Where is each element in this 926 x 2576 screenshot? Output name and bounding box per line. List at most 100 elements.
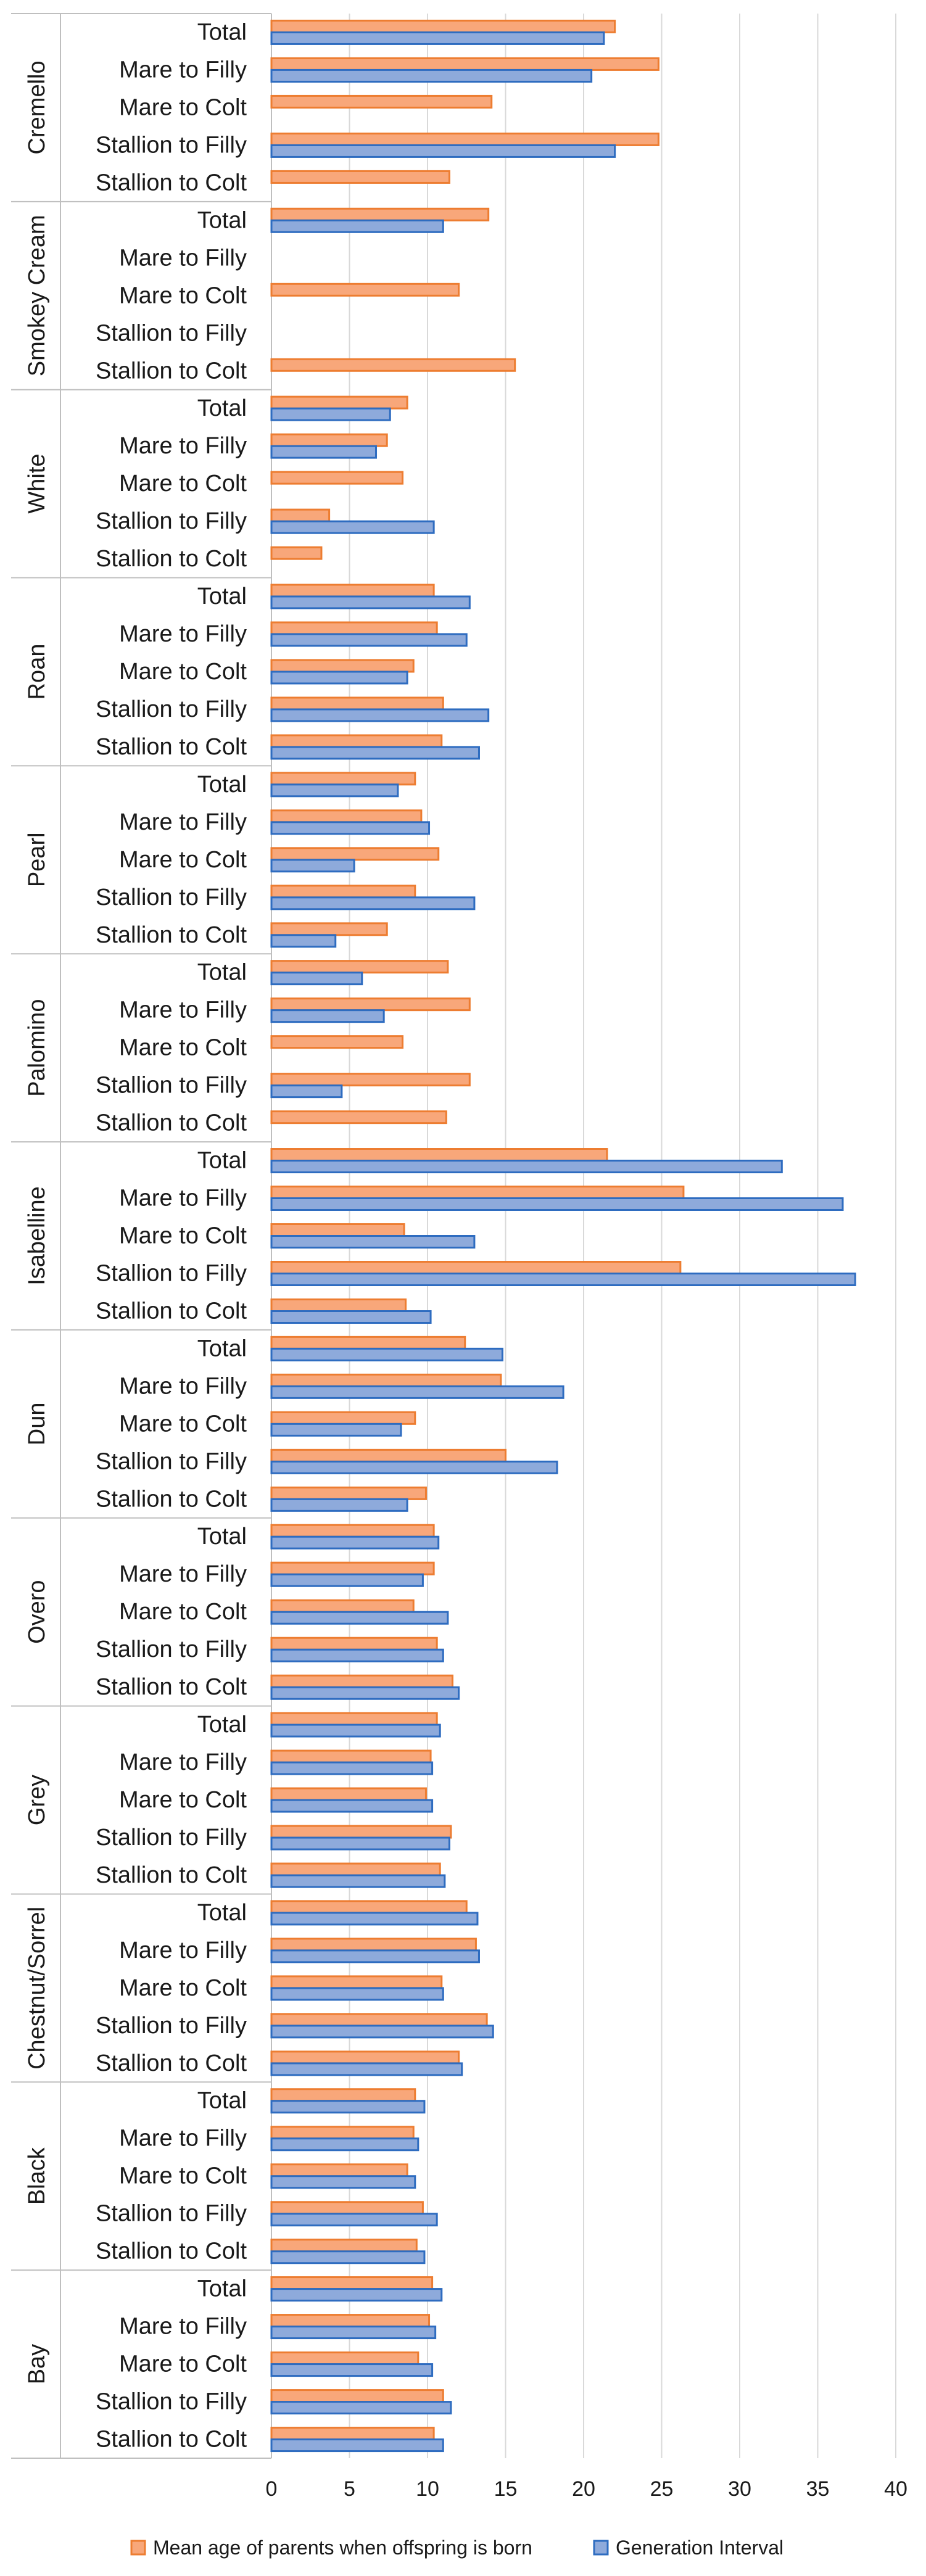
- bar-generation-interval: [270, 595, 471, 609]
- bar-mean-age: [270, 508, 331, 522]
- category-label: Stallion to Colt: [96, 170, 247, 196]
- category-label: Mare to Filly: [119, 1373, 247, 1399]
- category-label: Total: [197, 1900, 247, 1926]
- bar-mean-age: [270, 1712, 438, 1726]
- group-label: Chestnut/Sorrel: [24, 1907, 50, 2070]
- bar-mean-age: [270, 1486, 427, 1500]
- category-label: Stallion to Colt: [96, 546, 247, 572]
- bar-mean-age: [270, 2088, 416, 2102]
- group-label: Cremello: [24, 60, 50, 154]
- bar-mean-age: [270, 922, 388, 936]
- bar-mean-age: [270, 1411, 416, 1425]
- category-label: Mare to Colt: [119, 2351, 247, 2377]
- category-label: Mare to Filly: [119, 1186, 247, 1212]
- bar-generation-interval: [270, 2100, 426, 2114]
- category-label: Mare to Colt: [119, 1411, 247, 1437]
- category-label: Stallion to Filly: [96, 885, 247, 910]
- bar-generation-interval: [270, 1160, 783, 1173]
- category-label: Mare to Colt: [119, 1975, 247, 2001]
- category-label: Total: [197, 772, 247, 798]
- bar-generation-interval: [270, 1347, 503, 1361]
- category-label: Total: [197, 1712, 247, 1738]
- bar-mean-age: [270, 1862, 441, 1876]
- category-label: Mare to Colt: [119, 1035, 247, 1061]
- category-label: Mare to Filly: [119, 433, 247, 459]
- bar-generation-interval: [270, 1949, 480, 1963]
- x-tick-label: 40: [884, 2477, 907, 2501]
- x-tick-label: 5: [344, 2477, 355, 2501]
- bar-mean-age: [270, 847, 440, 861]
- bar-mean-age: [270, 584, 435, 598]
- category-label: Stallion to Filly: [96, 508, 247, 534]
- category-label: Stallion to Colt: [96, 1862, 247, 1888]
- category-label: Stallion to Filly: [96, 1261, 247, 1287]
- category-label: Total: [197, 207, 247, 233]
- x-tick-label: 0: [266, 2477, 278, 2501]
- bar-generation-interval: [270, 934, 337, 948]
- bar-generation-interval: [270, 1535, 440, 1550]
- category-label: Mare to Colt: [119, 283, 247, 308]
- category-label: Stallion to Filly: [96, 2389, 247, 2415]
- x-tick-label: 25: [650, 2477, 674, 2501]
- category-label: Total: [197, 584, 247, 609]
- bar-mean-age: [270, 1561, 435, 1575]
- bar-generation-interval: [270, 1197, 844, 1211]
- bar-generation-interval: [270, 633, 468, 647]
- bar-generation-interval: [270, 219, 444, 233]
- bar-mean-age: [270, 471, 404, 485]
- bar-mean-age: [270, 283, 460, 297]
- category-label: Stallion to Filly: [96, 2201, 247, 2227]
- bar-mean-age: [270, 2163, 408, 2178]
- bar-generation-interval: [270, 2025, 494, 2039]
- category-label: Mare to Filly: [119, 245, 247, 271]
- category-label: Mare to Filly: [119, 809, 247, 835]
- bar-generation-interval: [270, 1648, 444, 1662]
- category-label: Total: [197, 2276, 247, 2302]
- legend-label-generation-interval: Generation Interval: [616, 2537, 783, 2559]
- group-label: Dun: [24, 1402, 50, 1445]
- bar-mean-age: [270, 1787, 427, 1801]
- category-label: Stallion to Filly: [96, 1825, 247, 1851]
- bar-generation-interval: [270, 1573, 424, 1587]
- category-label: Mare to Filly: [119, 57, 247, 83]
- bar-mean-age: [270, 1749, 432, 1764]
- bar-generation-interval: [270, 2250, 426, 2264]
- bar-generation-interval: [270, 31, 605, 45]
- bar-generation-interval: [270, 2401, 452, 2415]
- bar-mean-age: [270, 2427, 435, 2441]
- category-label: Stallion to Filly: [96, 1448, 247, 1474]
- legend-swatch-mean-age: [130, 2540, 146, 2556]
- bar-mean-age: [270, 1335, 466, 1350]
- group-label: Isabelline: [24, 1186, 50, 1286]
- bar-mean-age: [270, 696, 444, 711]
- bar-mean-age: [270, 734, 443, 748]
- group-label: Pearl: [24, 832, 50, 887]
- x-tick-label: 20: [572, 2477, 595, 2501]
- bar-generation-interval: [270, 1874, 446, 1888]
- bar-mean-age: [270, 2351, 420, 2366]
- bar-generation-interval: [270, 671, 408, 685]
- category-label: Stallion to Colt: [96, 1298, 247, 1324]
- bar-mean-age: [270, 997, 471, 1012]
- group-label: Roan: [24, 644, 50, 700]
- category-label: Stallion to Colt: [96, 358, 247, 384]
- bar-generation-interval: [270, 1310, 432, 1324]
- bar-mean-age: [270, 1975, 443, 1989]
- category-label: Mare to Filly: [119, 1938, 247, 1963]
- category-label: Total: [197, 1335, 247, 1361]
- bar-generation-interval: [270, 2438, 444, 2453]
- category-label: Mare to Colt: [119, 847, 247, 873]
- bar-mean-age: [270, 772, 416, 786]
- bar-mean-age: [270, 1073, 471, 1087]
- bar-mean-age: [270, 2314, 431, 2328]
- category-label: Stallion to Filly: [96, 2013, 247, 2039]
- bar-mean-age: [270, 2276, 434, 2290]
- category-label: Mare to Colt: [119, 1599, 247, 1625]
- bar-mean-age: [270, 1373, 502, 1387]
- bar-mean-age: [270, 1035, 404, 1049]
- bar-mean-age: [270, 1261, 682, 1274]
- bar-generation-interval: [270, 2137, 420, 2152]
- bar-mean-age: [270, 94, 493, 109]
- bar-mean-age: [270, 659, 415, 673]
